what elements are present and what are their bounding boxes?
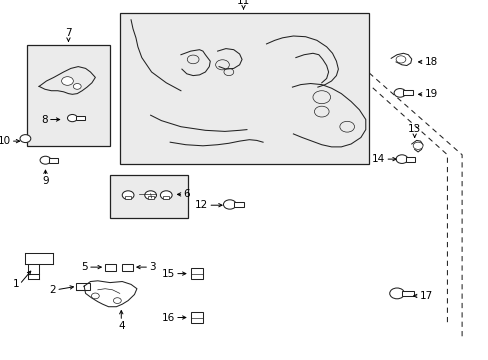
Text: 17: 17 [419,291,432,301]
Circle shape [412,142,422,149]
Text: 5: 5 [81,262,88,272]
Text: 14: 14 [371,154,385,164]
Text: 8: 8 [41,114,48,125]
Bar [125,196,131,199]
Circle shape [314,106,328,117]
Bar [190,312,203,323]
Circle shape [187,55,199,64]
Bar [163,196,169,199]
Circle shape [395,155,407,163]
Circle shape [144,191,156,199]
Text: 18: 18 [424,57,437,67]
Bar [76,116,84,120]
Circle shape [395,56,405,63]
Bar [120,13,368,164]
Circle shape [224,68,233,76]
Text: 13: 13 [407,124,421,134]
Bar [405,157,414,162]
Circle shape [223,200,236,209]
Circle shape [122,191,134,199]
Circle shape [312,91,330,104]
Bar [76,283,90,290]
Bar [49,158,58,163]
Bar [122,264,133,271]
Text: 3: 3 [149,262,156,272]
Circle shape [73,84,81,89]
Circle shape [91,293,99,299]
Text: 7: 7 [65,28,72,38]
Text: 11: 11 [236,0,250,6]
Bar [403,90,412,95]
Circle shape [40,156,51,164]
Text: 16: 16 [162,312,175,323]
Bar [147,196,153,199]
Circle shape [160,191,172,199]
Bar [105,264,116,271]
Circle shape [393,89,405,97]
Text: 6: 6 [183,189,190,199]
Circle shape [389,288,404,299]
Bar [233,202,243,207]
Bar [190,268,203,279]
Bar [110,175,188,218]
Circle shape [215,60,229,70]
Circle shape [67,114,77,122]
Circle shape [20,135,31,143]
Text: 15: 15 [162,269,175,279]
Bar [27,45,110,146]
Circle shape [61,77,73,85]
Circle shape [339,121,354,132]
Text: 12: 12 [195,200,208,210]
Text: 4: 4 [118,321,124,331]
Text: 2: 2 [49,285,56,295]
Bar [401,291,413,296]
Text: 19: 19 [424,89,437,99]
Text: 9: 9 [42,176,49,186]
Text: 1: 1 [13,279,20,289]
Text: 10: 10 [0,136,11,146]
Circle shape [113,298,121,303]
